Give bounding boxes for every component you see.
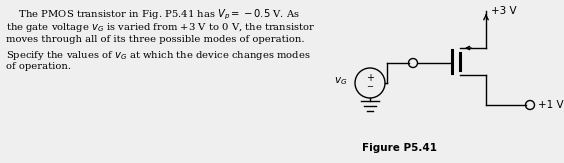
Text: of operation.: of operation. bbox=[6, 62, 71, 71]
Text: −: − bbox=[367, 82, 373, 91]
Text: The PMOS transistor in Fig. P5.41 has $V_p = -0.5$ V. As: The PMOS transistor in Fig. P5.41 has $V… bbox=[6, 8, 300, 22]
Text: Figure P5.41: Figure P5.41 bbox=[363, 143, 438, 153]
Text: moves through all of its three possible modes of operation.: moves through all of its three possible … bbox=[6, 35, 305, 44]
Text: +: + bbox=[366, 73, 374, 83]
Text: Specify the values of $v_G$ at which the device changes modes: Specify the values of $v_G$ at which the… bbox=[6, 49, 311, 61]
Text: $v_G$: $v_G$ bbox=[333, 75, 347, 87]
Text: the gate voltage $v_G$ is varied from +3 V to 0 V, the transistor: the gate voltage $v_G$ is varied from +3… bbox=[6, 22, 316, 35]
Text: +3 V: +3 V bbox=[491, 6, 517, 16]
Text: +1 V: +1 V bbox=[537, 100, 563, 110]
